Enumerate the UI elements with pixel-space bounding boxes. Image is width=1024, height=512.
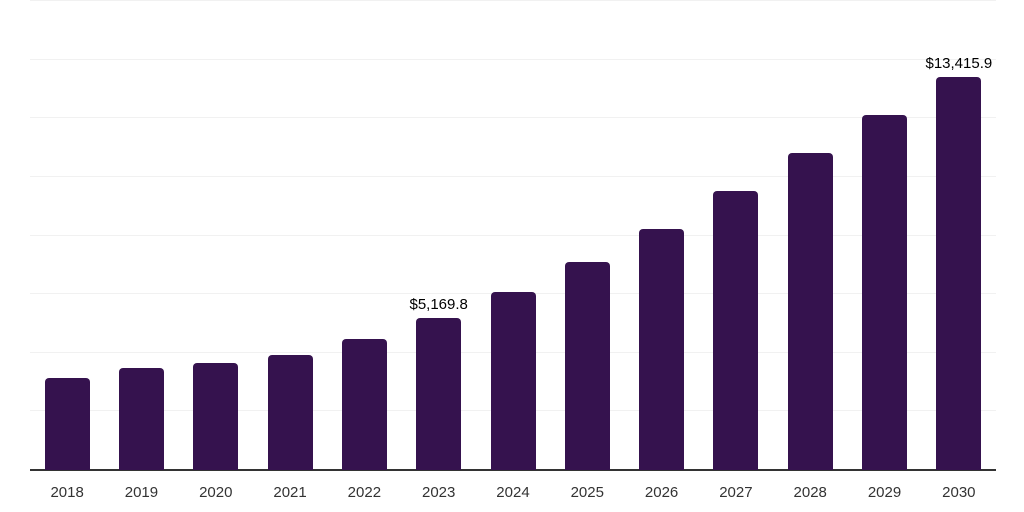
x-tick-2030: 2030 [942, 484, 976, 501]
plot-area: $5,169.8 $13,415.9 [30, 0, 996, 471]
bar-2018 [44, 378, 90, 470]
x-axis-line [30, 469, 996, 471]
bar-2022 [341, 339, 387, 470]
x-tick-2025: 2025 [570, 484, 604, 501]
bar-2019 [118, 367, 164, 470]
x-tick-2026: 2026 [644, 484, 679, 501]
value-label-2023: $5,169.8 [409, 296, 468, 314]
value-label-2030: $13,415.9 [925, 54, 993, 72]
x-tick-2023: 2023 [421, 484, 456, 501]
x-tick-2020: 2020 [199, 484, 233, 501]
gridline-12000 [30, 117, 996, 119]
bar-2025 [564, 262, 610, 470]
bar-2030 [936, 76, 982, 470]
gridline-16000 [30, 0, 996, 1]
x-tick-2029: 2029 [867, 484, 902, 501]
bar-2021 [267, 355, 313, 470]
bar-2027 [713, 191, 759, 470]
x-tick-2019: 2019 [124, 484, 159, 501]
x-tick-2027: 2027 [719, 484, 753, 501]
x-tick-2018: 2018 [50, 484, 84, 501]
bar-2026 [639, 228, 685, 470]
bar-2029 [862, 115, 908, 470]
x-tick-2021: 2021 [273, 484, 307, 501]
gridline-14000 [30, 58, 996, 60]
bar-2024 [490, 291, 536, 470]
x-tick-2028: 2028 [793, 484, 827, 501]
x-tick-2022: 2022 [347, 484, 382, 501]
bar-2028 [787, 153, 833, 470]
gridline-10000 [30, 175, 996, 177]
bar-2020 [193, 362, 239, 470]
gridline-8000 [30, 234, 996, 236]
x-tick-2024: 2024 [496, 484, 530, 501]
bar-2023 [416, 318, 462, 470]
